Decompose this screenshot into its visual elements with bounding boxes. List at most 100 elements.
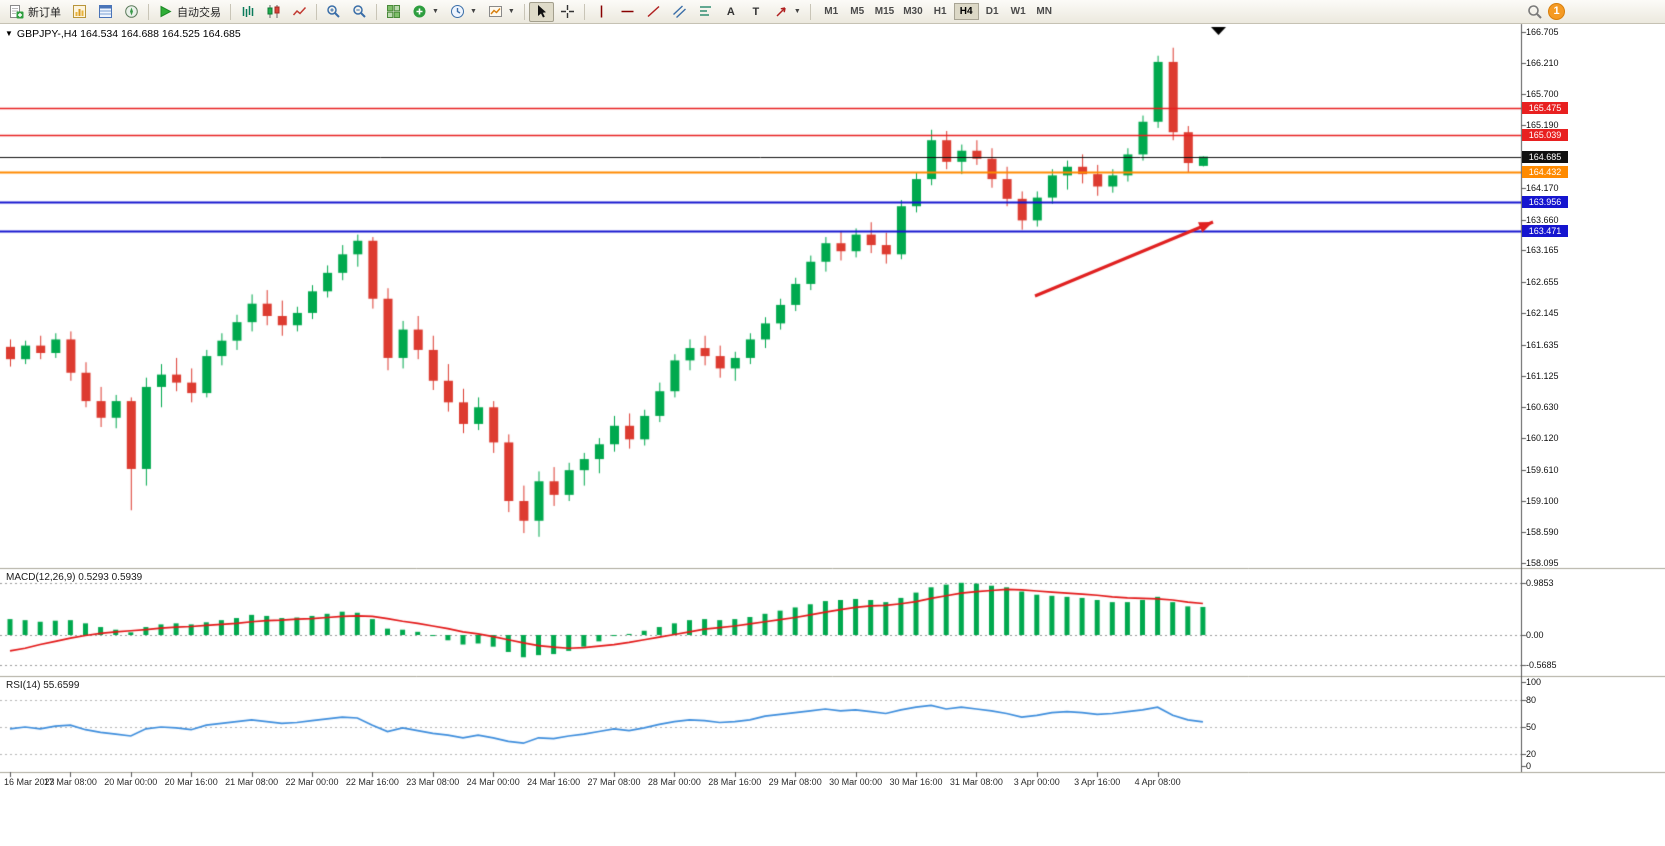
price-line-badge: 164.432 <box>1522 166 1568 179</box>
rsi-scale-label: 80 <box>1526 695 1537 705</box>
dropdown-caret-icon[interactable]: ▼ <box>432 8 439 15</box>
new-order-icon <box>9 4 24 19</box>
price-tick-label: 164.170 <box>1526 183 1559 194</box>
templates-button[interactable]: ▼ <box>483 2 520 22</box>
time-axis-label: 31 Mar 08:00 <box>949 777 1003 787</box>
timeframe-button-M1[interactable]: M1 <box>819 3 844 20</box>
price-tick-label: 165.190 <box>1526 120 1559 131</box>
time-axis-label: 3 Apr 00:00 <box>1013 777 1060 787</box>
price-tick-label: 161.635 <box>1526 339 1559 350</box>
price-tick-label: 159.610 <box>1526 464 1559 475</box>
price-tick-label: 166.210 <box>1526 57 1559 68</box>
rsi-scale-label: 0 <box>1526 761 1532 771</box>
notification-badge[interactable]: 1 <box>1548 3 1565 20</box>
time-axis-label: 22 Mar 00:00 <box>285 777 339 787</box>
time-axis-label: 4 Apr 08:00 <box>1134 777 1181 787</box>
time-axis-label: 24 Mar 16:00 <box>527 777 581 787</box>
market-watch-button[interactable] <box>93 2 118 22</box>
fibonacci-button[interactable] <box>693 2 718 22</box>
arrows-button[interactable]: ▼ <box>769 2 806 22</box>
periods-clock-icon <box>450 4 465 19</box>
timeframe-button-H4[interactable]: H4 <box>953 3 979 20</box>
tile-windows-button[interactable] <box>381 2 406 22</box>
play-icon <box>158 4 173 19</box>
toolbar-separator <box>316 3 317 20</box>
price-tick-label: 166.705 <box>1526 27 1559 37</box>
label-button[interactable]: T <box>744 2 768 22</box>
price-tick-label: 163.165 <box>1526 245 1559 256</box>
chart-window-button[interactable] <box>67 2 92 22</box>
price-tick-label: 163.660 <box>1526 214 1559 225</box>
price-line-badge: 163.956 <box>1522 195 1568 208</box>
macd-label: MACD(12,26,9) 0.5293 0.5939 <box>6 572 143 583</box>
text-button[interactable]: A <box>719 2 743 22</box>
toolbar-separator <box>148 3 149 20</box>
timeframe-toolbar: M1 M5 M15 M30 H1 H4 D1 W1 MN <box>819 3 1057 20</box>
horizontal-line-icon <box>620 4 635 19</box>
dropdown-caret-icon[interactable]: ▼ <box>793 8 801 15</box>
indicators-button[interactable]: ▼ <box>407 2 444 22</box>
channel-button[interactable] <box>667 2 692 22</box>
dropdown-caret-icon[interactable]: ▼ <box>507 8 515 15</box>
chart-window-icon <box>72 4 87 19</box>
timeframe-button-M30[interactable]: M30 <box>899 3 926 20</box>
price-line-badge: 164.685 <box>1522 150 1568 163</box>
timeframe-button-M5[interactable]: M5 <box>845 3 870 20</box>
navigator-button[interactable] <box>119 2 144 22</box>
zoom-out-icon <box>352 4 367 19</box>
zoom-out-button[interactable] <box>347 2 372 22</box>
time-axis-label: 30 Mar 16:00 <box>889 777 943 787</box>
crosshair-icon <box>560 4 575 19</box>
vertical-line-button[interactable] <box>589 2 614 22</box>
toolbar-separator <box>523 3 525 20</box>
dropdown-caret-icon[interactable]: ▼ <box>469 8 477 15</box>
timeframe-button-H1[interactable]: H1 <box>928 3 953 20</box>
crosshair-button[interactable] <box>555 2 580 22</box>
rsi-label: RSI(14) 55.6599 <box>6 680 80 691</box>
time-axis-label: 22 Mar 16:00 <box>345 777 399 787</box>
vertical-line-icon <box>594 4 609 19</box>
market-watch-icon <box>98 4 113 19</box>
macd-scale-label: 0.9853 <box>1526 577 1554 588</box>
toolbar-separator <box>376 3 377 20</box>
zoom-in-button[interactable] <box>321 2 346 22</box>
timeframe-button-M15[interactable]: M15 <box>871 3 898 20</box>
horizontal-line-button[interactable] <box>615 2 640 22</box>
toolbar: 新订单 自动交易 ▼ ▼ ▼ A T ▼ M1 M5 M15 M30 H1 H4 D1 W1 M… <box>0 0 1665 24</box>
timeframe-button-D1[interactable]: D1 <box>980 3 1005 20</box>
price-line-badge: 165.039 <box>1522 128 1568 141</box>
tile-windows-icon <box>386 4 401 19</box>
candle-chart-button[interactable] <box>261 2 286 22</box>
periods-button[interactable]: ▼ <box>445 2 482 22</box>
price-tick-label: 160.630 <box>1526 401 1559 412</box>
auto-trading-label: 自动交易 <box>177 6 221 19</box>
time-axis-label: 16 Mar 2023 <box>4 777 55 787</box>
line-chart-button[interactable] <box>287 2 312 22</box>
symbol-dropdown-icon[interactable]: ▼ <box>5 29 13 38</box>
price-tick-label: 162.145 <box>1526 308 1559 319</box>
toolbar-separator <box>230 3 231 20</box>
candle-chart-icon <box>266 4 281 19</box>
rsi-scale-label: 100 <box>1526 677 1542 687</box>
time-axis-label: 3 Apr 16:00 <box>1074 777 1121 787</box>
chart-title: ▼ GBPJPY-,H4 164.534 164.688 164.525 164.… <box>5 28 241 40</box>
new-order-button[interactable]: 新订单 <box>4 2 66 22</box>
price-line-badge: 165.475 <box>1522 101 1568 114</box>
time-axis-label: 20 Mar 16:00 <box>164 777 218 787</box>
price-tick-label: 161.125 <box>1526 371 1559 382</box>
bar-chart-button[interactable] <box>235 2 260 22</box>
timeframe-button-MN[interactable]: MN <box>1032 3 1057 20</box>
auto-trading-button[interactable]: 自动交易 <box>153 2 226 22</box>
search-button[interactable] <box>1522 2 1547 22</box>
chart-title-text: GBPJPY-,H4 164.534 164.688 164.525 164.6… <box>16 28 241 40</box>
rsi-scale-label: 50 <box>1526 722 1537 732</box>
trendline-button[interactable] <box>641 2 666 22</box>
time-axis-label: 21 Mar 08:00 <box>225 777 279 787</box>
arrows-tool-icon <box>774 4 789 19</box>
time-axis-label: 24 Mar 00:00 <box>466 777 520 787</box>
cursor-button[interactable] <box>528 1 554 22</box>
time-axis-label: 28 Mar 00:00 <box>647 777 701 787</box>
label-tool-icon: T <box>752 5 760 18</box>
timeframe-button-W1[interactable]: W1 <box>1006 3 1031 20</box>
